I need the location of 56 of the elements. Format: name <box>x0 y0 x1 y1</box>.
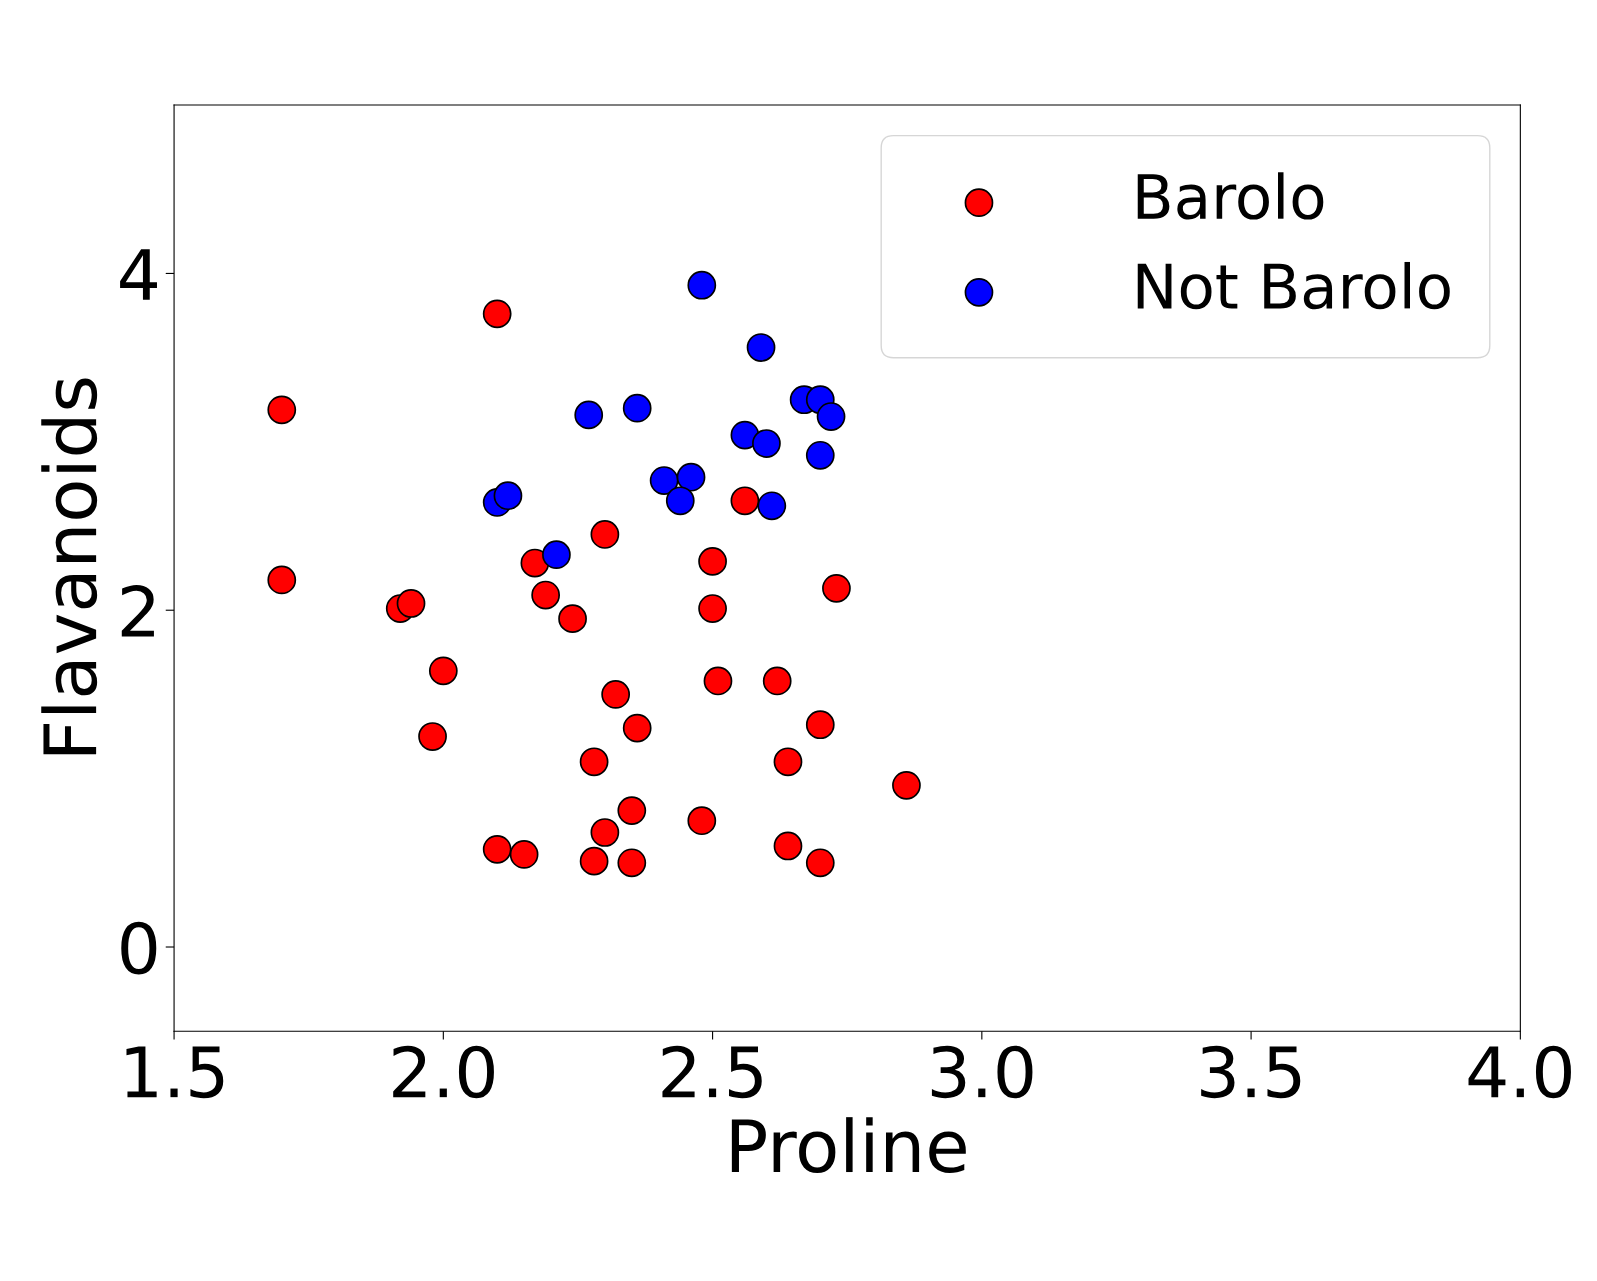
point <box>687 270 717 300</box>
point <box>892 770 921 800</box>
point <box>617 848 647 878</box>
point <box>579 747 609 777</box>
point <box>428 656 458 686</box>
x-tick-label: 3.5 <box>1201 1045 1301 1099</box>
y-axis-title: Flavanoids <box>41 378 98 755</box>
point <box>665 486 695 516</box>
point <box>762 666 792 696</box>
point <box>509 840 539 869</box>
x-tick-label: 2.5 <box>662 1045 762 1099</box>
point <box>558 604 587 634</box>
point <box>574 400 604 430</box>
point <box>590 520 620 549</box>
y-tick-label: 0 <box>121 921 157 975</box>
x-axis-title: Proline <box>731 1117 966 1174</box>
point <box>773 831 803 861</box>
point <box>617 796 647 825</box>
point <box>482 299 512 329</box>
point <box>822 573 851 603</box>
y-tick-label: 4 <box>120 249 157 300</box>
point <box>649 466 679 495</box>
point <box>542 540 571 570</box>
point <box>601 680 631 709</box>
point <box>752 429 781 458</box>
point <box>267 565 297 595</box>
point <box>816 402 846 431</box>
point <box>730 486 760 516</box>
point <box>698 594 727 623</box>
x-tick-label: 3.0 <box>931 1045 1033 1099</box>
point <box>493 481 523 511</box>
point <box>698 547 727 576</box>
legend-label: Not Barolo <box>1137 261 1450 310</box>
point <box>579 846 609 876</box>
point <box>687 806 717 836</box>
point <box>482 834 512 864</box>
x-tick-label: 1.5 <box>126 1046 224 1099</box>
point <box>703 666 733 696</box>
point <box>805 848 835 878</box>
point <box>267 395 297 425</box>
x-tick-label: 2.0 <box>393 1045 494 1099</box>
legend-label: Barolo <box>1137 172 1324 220</box>
y-tick-label: 2 <box>121 585 154 637</box>
point <box>531 580 561 610</box>
point <box>746 333 776 362</box>
point <box>590 818 620 847</box>
point <box>622 393 652 423</box>
point <box>418 722 447 751</box>
point <box>805 710 835 740</box>
point <box>622 713 652 743</box>
point <box>757 491 787 521</box>
point <box>773 747 803 777</box>
point <box>676 462 706 492</box>
point <box>805 440 835 470</box>
point <box>396 589 426 618</box>
x-tick-label: 4.0 <box>1468 1045 1571 1099</box>
